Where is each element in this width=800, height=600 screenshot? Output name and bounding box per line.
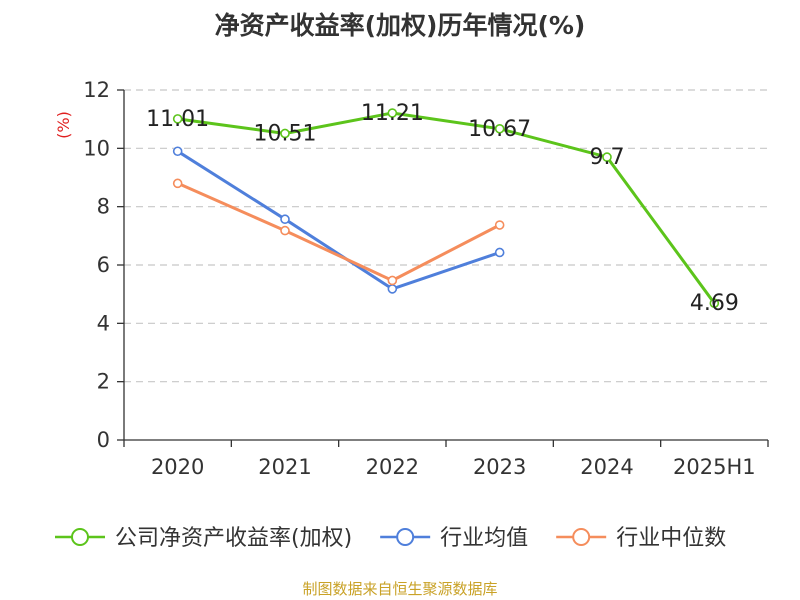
data-point — [494, 247, 505, 258]
y-tick-label: 4 — [97, 311, 110, 335]
data-point — [172, 178, 183, 189]
series-line-1 — [176, 150, 501, 291]
series-line-0 — [177, 111, 716, 305]
legend-item-2: 行业中位数 — [556, 526, 726, 551]
x-tick-label: 2024 — [580, 455, 633, 479]
axes: 0 2 4 6 8 10 12 2020 2021 2022 2023 2024 2025H1 — [83, 78, 769, 479]
data-point — [709, 298, 720, 309]
legend-item-1: 行业均值 — [380, 526, 528, 551]
x-tick-label: 2023 — [473, 455, 526, 479]
legend-label: 行业中位数 — [616, 526, 726, 551]
data-point — [387, 108, 398, 118]
data-point — [494, 220, 505, 230]
data-label: 10.51 — [254, 121, 317, 146]
legend-label: 公司净资产收益率(加权) — [115, 526, 352, 551]
data-label: 11.01 — [146, 107, 209, 132]
source-note: 制图数据来自恒生聚源数据库 — [302, 580, 498, 598]
series-lines — [172, 108, 720, 309]
data-label: 10.67 — [468, 117, 531, 142]
data-point — [280, 128, 290, 139]
legend-marker — [396, 528, 415, 546]
data-point — [494, 123, 505, 134]
legend: 公司净资产收益率(加权) 行业均值 行业中位数 — [55, 526, 726, 551]
data-point — [602, 152, 612, 162]
legend-label: 行业均值 — [440, 526, 528, 551]
y-tick-label: 0 — [97, 428, 110, 452]
x-tick-label: 2020 — [151, 455, 204, 479]
data-point — [387, 275, 398, 286]
x-tick-label: 2022 — [366, 455, 419, 479]
data-label: 9.7 — [590, 145, 625, 170]
data-point — [280, 214, 290, 225]
y-tick-label: 6 — [97, 253, 110, 277]
y-tick-label: 10 — [83, 136, 110, 160]
y-axis-unit-label: (%) — [54, 111, 73, 139]
data-point — [172, 146, 183, 157]
data-labels: 11.01 10.51 11.21 10.67 9.7 4.69 — [146, 101, 739, 316]
grid-lines — [124, 89, 768, 383]
y-tick-label: 12 — [83, 78, 110, 102]
data-label: 11.21 — [361, 101, 424, 126]
x-tick-label: 2025H1 — [673, 455, 756, 479]
data-point — [280, 225, 290, 236]
chart-title: 净资产收益率(加权)历年情况(%) — [214, 11, 586, 40]
data-point — [387, 284, 398, 294]
legend-marker — [572, 528, 591, 546]
series-line-2 — [177, 181, 501, 282]
y-tick-label: 2 — [97, 370, 110, 394]
legend-item-0: 公司净资产收益率(加权) — [55, 526, 352, 551]
y-tick-label: 8 — [97, 195, 110, 219]
data-label: 4.69 — [690, 291, 739, 316]
data-point — [172, 114, 183, 124]
legend-marker — [71, 528, 89, 546]
x-tick-label: 2021 — [258, 455, 311, 479]
